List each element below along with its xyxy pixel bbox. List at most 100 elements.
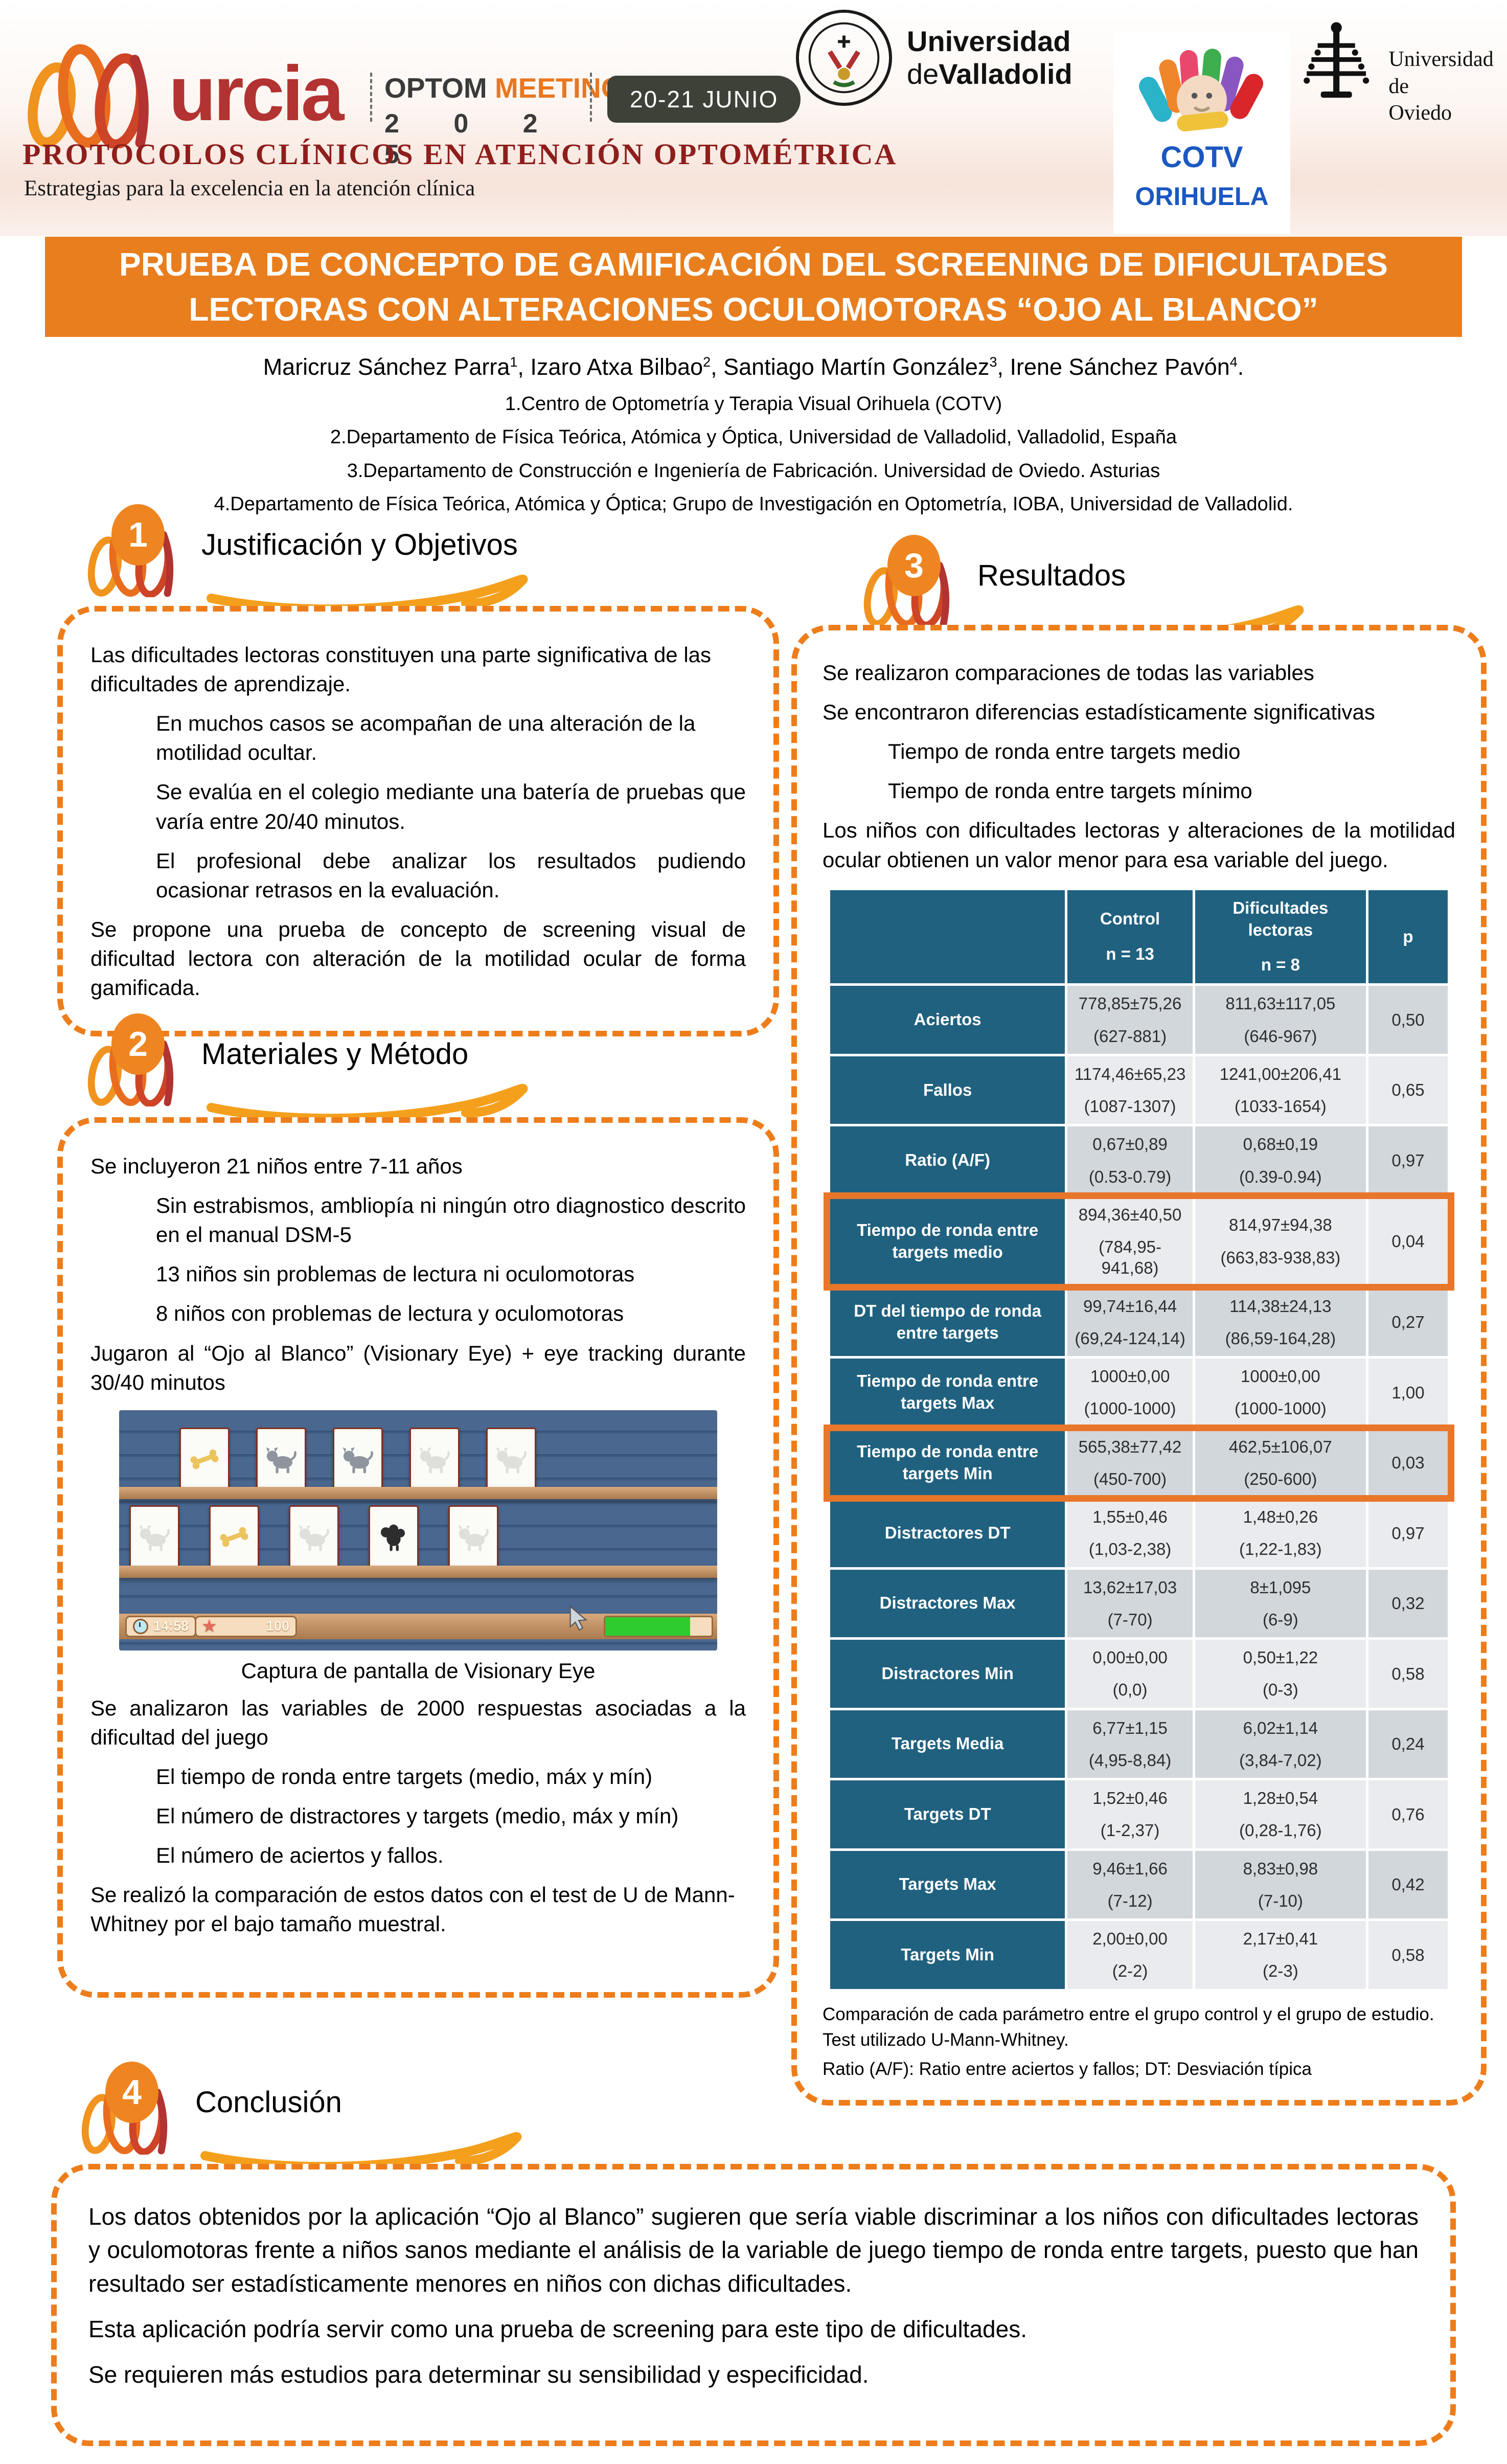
clock-icon	[133, 1618, 148, 1634]
uva-seal-icon	[793, 7, 895, 108]
dificultades-value-cell: 462,5±106,07 (250-600)	[1195, 1429, 1366, 1497]
date-badge: 20-21 JUNIO	[607, 76, 801, 123]
poster-title-line2: LECTORAS CON ALTERACIONES OCULOMOTORAS “…	[189, 291, 1318, 328]
paragraph: Se realizó la comparación de estos datos…	[90, 1883, 735, 1936]
affiliation-line: 4.Departamento de Física Teórica, Atómic…	[214, 493, 1293, 515]
paragraph: El número de aciertos y fallos.	[156, 1843, 444, 1868]
control-value-cell: 0,67±0,89 (0.53-0.79)	[1067, 1126, 1193, 1194]
table-row: Fallos 1174,46±65,23 (1087-1307) 1241,00±20…	[830, 1056, 1448, 1124]
row-label-cell: Ratio (A/F)	[830, 1126, 1065, 1194]
control-value-cell: 6,77±1,15 (4,95-8,84)	[1067, 1710, 1193, 1778]
author-sup: 2	[703, 354, 711, 370]
table-row: DT del tiempo de ronda entre targets 99,7…	[830, 1288, 1448, 1357]
header-band: urcia OPTOM MEETING 2 0 2 5 20-21 JUNIO …	[0, 0, 1507, 236]
p-value-cell: 0,27	[1368, 1288, 1448, 1357]
row-label-cell: Tiempo de ronda entre targets Min	[830, 1429, 1065, 1497]
row-label-cell: Targets Min	[830, 1921, 1065, 1989]
control-value-cell: 894,36±40,50 (784,95-941,68)	[1067, 1196, 1193, 1286]
uva-logo: Universidad deValladolid	[793, 7, 1072, 108]
row-label-cell: Tiempo de ronda entre targets medio	[830, 1196, 1065, 1286]
results-table: Control n = 13 Dificultades lectoras n =…	[828, 888, 1450, 1992]
p-value-cell: 0,58	[1368, 1640, 1448, 1708]
paragraph: Tiempo de ronda entre targets mínimo	[888, 779, 1252, 803]
murcia-logo-icon	[25, 40, 173, 148]
game-score: ★ 100	[195, 1615, 297, 1637]
header-p: p	[1368, 890, 1448, 984]
section3-header: 3 Resultados	[863, 535, 1126, 625]
row-label-cell: Targets Max	[830, 1850, 1065, 1919]
paragraph: Se evalúa en el colegio mediante una bat…	[156, 780, 746, 833]
paragraph: Se requieren más estudios para determina…	[88, 2361, 869, 2388]
authors-block: Maricruz Sánchez Parra1, Izaro Atxa Bilb…	[0, 354, 1507, 521]
poster-title-bar: PRUEBA DE CONCEPTO DE GAMIFICACIÓN DEL S…	[45, 237, 1462, 337]
event-subtitle: Estrategias para la excelencia en la ate…	[24, 176, 475, 200]
p-value-cell: 0,65	[1368, 1056, 1448, 1124]
section3-logo: 3	[863, 535, 965, 625]
section2-title: Materiales y Método	[201, 1037, 469, 1071]
paragraph: Las dificultades lectoras constituyen un…	[90, 643, 712, 696]
section2-header: 2 Materiales y Método	[87, 1013, 469, 1103]
table-footnote-1: Comparación de cada parámetro entre el g…	[823, 2004, 1434, 2050]
paragraph: Sin estrabismos, ambliopía ni ningún otr…	[156, 1193, 746, 1247]
table-row: Targets Media 6,77±1,15 (4,95-8,84) 6,02±1,…	[830, 1710, 1448, 1778]
control-value-cell: 0,00±0,00 (0,0)	[1067, 1640, 1193, 1708]
game-card-bone	[179, 1427, 230, 1491]
section4-box: Los datos obtenidos por la aplicación “O…	[51, 2164, 1456, 2446]
meeting-label: MEETING	[494, 72, 623, 104]
table-row: Distractores Min 0,00±0,00 (0,0) 0,50±1,22(…	[830, 1640, 1448, 1708]
author-sup: 1	[510, 354, 518, 370]
uva-line2-de: de	[907, 58, 939, 90]
dog-white-icon	[135, 1518, 174, 1556]
score-value: 100	[266, 1618, 289, 1634]
table-row: Distractores Max 13,62±17,03 (7-70) 8±1,095…	[830, 1569, 1448, 1638]
paragraph: 8 niños con problemas de lectura y oculo…	[156, 1301, 624, 1326]
p-label: p	[1403, 926, 1413, 946]
p-value-cell: 0,97	[1368, 1499, 1448, 1567]
table-row: Aciertos 778,85±75,26 (627-881) 811,63±117,…	[830, 986, 1448, 1054]
table-row: Ratio (A/F) 0,67±0,89 (0.53-0.79) 0,68±0,19…	[830, 1126, 1448, 1194]
table-row: Distractores DT 1,55±0,46 (1,03-2,38) 1,48±…	[830, 1499, 1448, 1567]
progress-bar	[604, 1615, 713, 1637]
game-card-dog-gray	[256, 1427, 306, 1491]
p-value-cell: 0,50	[1368, 986, 1448, 1054]
divider	[590, 73, 592, 122]
row-label-cell: DT del tiempo de ronda entre targets	[830, 1288, 1065, 1357]
shelf	[119, 1486, 717, 1499]
section3-badge: 3	[887, 535, 941, 596]
header-control: Control n = 13	[1067, 890, 1193, 984]
paragraph: Esta aplicación podría servir como una p…	[88, 2315, 1027, 2342]
dog-white-icon	[492, 1440, 531, 1479]
game-card-dog-white	[289, 1505, 339, 1569]
dificultades-value-cell: 114,38±24,13 (86,59-164,28)	[1195, 1288, 1366, 1357]
paragraph: Se incluyeron 21 niños entre 7-11 años	[90, 1154, 463, 1178]
section3-box: Se realizaron comparaciones de todas las…	[791, 625, 1487, 2106]
dificultades-value-cell: 1000±0,00 (1000-1000)	[1195, 1359, 1366, 1427]
row-label-cell: Distractores Min	[830, 1640, 1065, 1708]
control-value-cell: 1,52±0,46 (1-2,37)	[1067, 1780, 1193, 1848]
row-label-cell: Tiempo de ronda entre targets Max	[830, 1359, 1065, 1427]
table-row: Tiempo de ronda entre targets Min 565,38±…	[830, 1429, 1448, 1497]
uva-line1: Universidad	[907, 25, 1071, 57]
paragraph: 13 niños sin problemas de lectura ni ocu…	[156, 1262, 635, 1286]
game-card-dog-gray	[333, 1427, 383, 1491]
section4-header: 4 Conclusión	[81, 2062, 342, 2152]
oviedo-logo: Universidad de Oviedo	[1297, 10, 1507, 127]
section1-title: Justificación y Objetivos	[201, 528, 518, 561]
table-row: Tiempo de ronda entre targets Max 1000±0,…	[830, 1359, 1448, 1427]
dificultades-value-cell: 1,28±0,54 (0,28-1,76)	[1195, 1780, 1366, 1848]
control-label: Control	[1100, 909, 1160, 929]
row-label-cell: Distractores DT	[830, 1499, 1065, 1567]
control-n: n = 13	[1106, 944, 1154, 963]
cursor-icon	[569, 1606, 587, 1631]
game-screenshot: 14:58 ★ 100	[119, 1410, 717, 1651]
dog-gray-icon	[262, 1440, 301, 1479]
paragraph: El número de distractores y targets (med…	[156, 1804, 679, 1828]
row-label-cell: Aciertos	[830, 986, 1065, 1054]
paragraph: El tiempo de ronda entre targets (medio,…	[156, 1764, 653, 1789]
year-label: 2 0 2 5	[384, 109, 561, 169]
control-value-cell: 1174,46±65,23 (1087-1307)	[1067, 1056, 1193, 1124]
game-card-dog-white	[129, 1505, 179, 1569]
bone-icon	[189, 1448, 220, 1471]
table-footnote-2: Ratio (A/F): Ratio entre aciertos y fall…	[823, 2059, 1312, 2079]
row-label-cell: Fallos	[830, 1056, 1065, 1124]
